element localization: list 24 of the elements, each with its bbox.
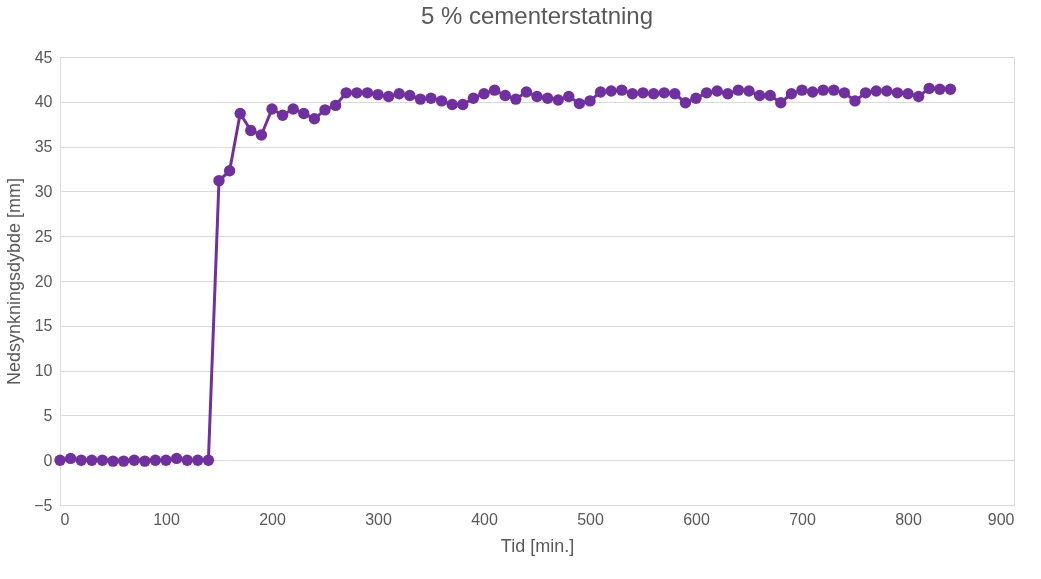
x-tick-label: 0 xyxy=(60,510,70,528)
y-tick-label: 30 xyxy=(34,182,53,200)
x-axis-title: Tid [min.] xyxy=(500,535,575,556)
y-tick-label: 5 xyxy=(43,406,53,424)
y-tick-label: 15 xyxy=(34,317,53,335)
x-tick-label: 100 xyxy=(153,510,180,528)
x-tick-label: 700 xyxy=(789,510,816,528)
x-tick-label: 500 xyxy=(577,510,604,528)
y-tick-label: 10 xyxy=(34,362,53,380)
y-tick-label: 35 xyxy=(34,138,53,156)
x-tick-label: 600 xyxy=(683,510,710,528)
y-tick-label: 40 xyxy=(34,93,53,111)
x-tick-label: 200 xyxy=(259,510,286,528)
y-tick-label: 25 xyxy=(34,227,53,245)
y-tick-label: 45 xyxy=(34,48,53,66)
chart-title: 5 % cementerstatning xyxy=(420,2,654,29)
y-axis-title: Nedsynkningsdybde [mm] xyxy=(4,177,25,386)
x-tick-label: 900 xyxy=(987,510,1015,528)
y-tick-label: 20 xyxy=(34,272,53,290)
y-tick-label: −5 xyxy=(34,496,53,514)
y-tick-label: 0 xyxy=(43,451,53,469)
x-tick-label: 400 xyxy=(471,510,498,528)
x-tick-label: 800 xyxy=(895,510,922,528)
x-tick-label: 300 xyxy=(365,510,392,528)
